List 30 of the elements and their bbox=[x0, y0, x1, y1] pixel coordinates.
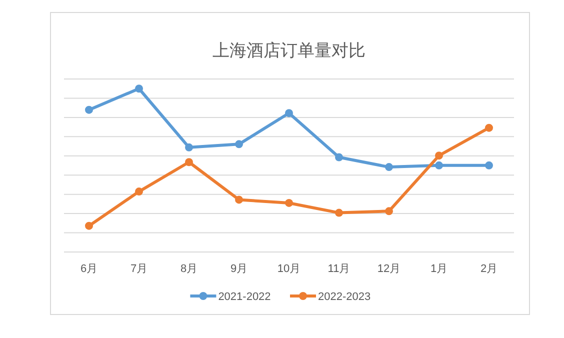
point bbox=[485, 124, 493, 132]
point bbox=[435, 161, 443, 170]
x-tick-label: 12月 bbox=[377, 263, 401, 275]
legend-label: 2022-2023 bbox=[318, 291, 371, 303]
point bbox=[285, 198, 293, 207]
x-tick-label: 6月 bbox=[80, 263, 98, 275]
point bbox=[235, 196, 243, 204]
point bbox=[335, 153, 343, 162]
x-tick-label: 8月 bbox=[180, 263, 198, 275]
point bbox=[385, 163, 393, 172]
x-tick-label: 1月 bbox=[430, 263, 448, 275]
point bbox=[335, 208, 343, 217]
point bbox=[435, 152, 443, 160]
x-tick-label: 9月 bbox=[230, 263, 248, 275]
point bbox=[185, 143, 193, 152]
point bbox=[385, 207, 393, 216]
point bbox=[85, 106, 93, 114]
x-tick-label: 11月 bbox=[328, 263, 350, 275]
x-tick-label: 7月 bbox=[130, 263, 148, 275]
chart-title: 上海酒店订单量对比 bbox=[212, 41, 366, 60]
legend-label: 2021-2022 bbox=[218, 291, 271, 303]
point bbox=[285, 109, 293, 118]
point bbox=[185, 158, 193, 166]
point bbox=[235, 140, 243, 148]
x-tick-label: 10月 bbox=[277, 263, 301, 275]
point bbox=[135, 188, 143, 196]
x-tick-label: 2月 bbox=[480, 263, 498, 275]
point bbox=[485, 161, 493, 170]
point bbox=[135, 84, 143, 93]
point bbox=[85, 222, 93, 230]
